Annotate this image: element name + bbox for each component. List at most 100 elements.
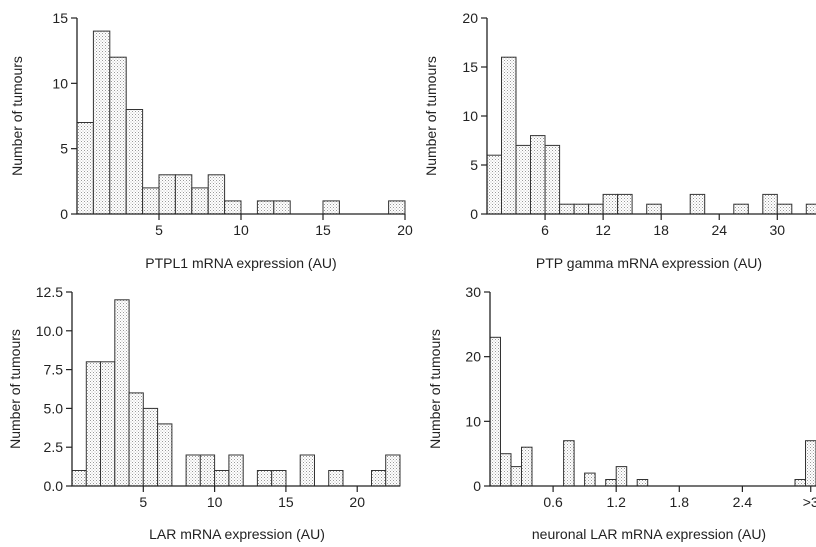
ptpl1-x-ticks: 5 10 15 20 (155, 214, 413, 238)
neuronal-lar-x-tick-label: 1.8 (670, 494, 690, 510)
ptp-gamma-x-tick-label: 24 (711, 222, 727, 238)
lar-bar (100, 361, 116, 487)
lar-bar (114, 299, 130, 487)
lar-y-label: Number of tumours (7, 329, 23, 449)
ptp-gamma-y-tick-label: 15 (462, 59, 478, 75)
lar-bar (256, 470, 273, 487)
ptp-gamma-bar (617, 193, 633, 215)
neuronal-lar-y-tick-label: 20 (465, 349, 481, 365)
ptp-gamma-bar (733, 203, 749, 215)
ptpl1-histogram: 0 5 10 15 5 10 15 20 Number of tumours PTPL1 m… (9, 10, 413, 271)
ptp-gamma-bar (776, 203, 793, 215)
ptp-gamma-x-tick-label: 6 (541, 222, 549, 238)
ptp-gamma-bar (588, 203, 604, 215)
ptpl1-y-tick-label: 10 (52, 75, 68, 91)
ptp-gamma-bar (762, 193, 778, 215)
neuronal-lar-bar (489, 336, 501, 487)
ptp-gamma-bar (559, 203, 575, 215)
lar-x-ticks: 5 10 15 20 (139, 486, 365, 510)
ptpl1-bar (322, 200, 340, 215)
ptp-gamma-x-tick-label: 12 (595, 222, 611, 238)
neuronal-lar-x-tick-label: 1.2 (606, 494, 626, 510)
lar-bar (71, 470, 87, 487)
lar-bar (328, 470, 344, 487)
neuronal-lar-x-tick-label: 2.4 (733, 494, 753, 510)
lar-bar (199, 454, 216, 487)
ptp-gamma-bar (501, 56, 517, 215)
ptpl1-y-label: Number of tumours (9, 56, 25, 176)
ptp-gamma-bar (689, 193, 706, 215)
ptp-gamma-bar (646, 203, 662, 215)
neuronal-lar-y-tick-label: 10 (465, 413, 481, 429)
ptpl1-bar (76, 122, 94, 215)
neuronal-lar-bar (636, 479, 649, 487)
lar-bar (371, 470, 387, 487)
ptp-gamma-y-label: Number of tumours (423, 56, 439, 176)
lar-bar (85, 361, 102, 487)
neuronal-lar-bar (500, 453, 512, 487)
ptpl1-x-tick-label: 20 (397, 222, 413, 238)
ptpl1-bar (224, 200, 242, 215)
lar-bar (271, 470, 287, 487)
lar-bar (228, 454, 244, 487)
ptpl1-y-tick-label: 5 (60, 141, 68, 157)
neuronal-lar-x-tick-label: 0.6 (543, 494, 563, 510)
ptpl1-bar (191, 187, 209, 215)
lar-bar (157, 423, 173, 487)
lar-bar (214, 470, 230, 487)
ptp-gamma-histogram: 0 5 10 15 20 6 12 18 24 30 Number of tumours PTP… (423, 10, 816, 271)
neuronal-lar-y-tick-label: 30 (465, 284, 481, 300)
lar-y-tick-label: 7.5 (44, 362, 64, 378)
lar-x-tick-label: 5 (139, 494, 147, 510)
neuronal-lar-x-ticks: 0.6 1.2 1.8 2.4 >3 (543, 486, 816, 510)
ptp-gamma-x-tick-label: 18 (653, 222, 669, 238)
ptpl1-bar (388, 200, 406, 215)
ptp-gamma-y-tick-label: 10 (462, 108, 478, 124)
neuronal-lar-y-ticks: 0 10 20 30 (465, 284, 490, 494)
ptp-gamma-x-label: PTP gamma mRNA expression (AU) (536, 255, 762, 271)
lar-bar (299, 454, 316, 487)
neuronal-lar-bar (805, 440, 816, 487)
lar-bar (385, 454, 401, 487)
neuronal-lar-bar (563, 440, 575, 487)
lar-x-tick-label: 20 (349, 494, 365, 510)
ptp-gamma-bar (602, 193, 619, 215)
ptp-gamma-y-tick-label: 5 (470, 157, 478, 173)
lar-histogram: 0.0 2.5 5.0 7.5 10.0 12.5 5 10 15 20 Number of t… (7, 284, 401, 542)
ptpl1-bar (92, 30, 111, 215)
ptpl1-bar (207, 174, 226, 215)
neuronal-lar-bar (605, 479, 617, 487)
ptpl1-bar (125, 109, 144, 215)
ptpl1-y-tick-label: 0 (60, 206, 68, 222)
ptp-gamma-bar (486, 154, 502, 215)
ptp-gamma-bar (805, 203, 816, 215)
lar-x-label: LAR mRNA expression (AU) (149, 526, 325, 542)
ptpl1-x-label: PTPL1 mRNA expression (AU) (145, 255, 336, 271)
ptpl1-x-tick-label: 10 (233, 222, 249, 238)
neuronal-lar-bar (521, 446, 533, 487)
lar-bar (185, 454, 201, 487)
ptp-gamma-y-ticks: 0 5 10 15 20 (462, 10, 487, 222)
ptp-gamma-x-tick-label: 30 (770, 222, 786, 238)
neuronal-lar-x-label: neuronal LAR mRNA expression (AU) (532, 526, 766, 542)
ptpl1-x-tick-label: 15 (315, 222, 331, 238)
ptpl1-bar (273, 200, 291, 215)
lar-y-tick-label: 2.5 (44, 439, 64, 455)
lar-x-tick-label: 15 (278, 494, 294, 510)
ptp-gamma-bar (573, 203, 590, 215)
ptp-gamma-y-tick-label: 20 (462, 10, 478, 26)
lar-y-tick-label: 5.0 (44, 400, 64, 416)
ptpl1-bar (142, 187, 160, 215)
lar-bar (128, 392, 144, 487)
ptp-gamma-bar (530, 135, 546, 215)
ptp-gamma-bar (544, 144, 561, 215)
neuronal-lar-bar (615, 466, 628, 487)
neuronal-lar-x-tick-label: >3 (803, 494, 816, 510)
ptpl1-bar (109, 56, 127, 215)
ptp-gamma-x-ticks: 6 12 18 24 30 (541, 214, 785, 238)
neuronal-lar-histogram: 0 10 20 30 0.6 1.2 1.8 2.4 >3 Number of tumours… (427, 284, 816, 542)
lar-y-ticks: 0.0 2.5 5.0 7.5 10.0 12.5 (36, 284, 72, 494)
lar-bars (71, 299, 401, 487)
ptpl1-bars (76, 30, 406, 215)
